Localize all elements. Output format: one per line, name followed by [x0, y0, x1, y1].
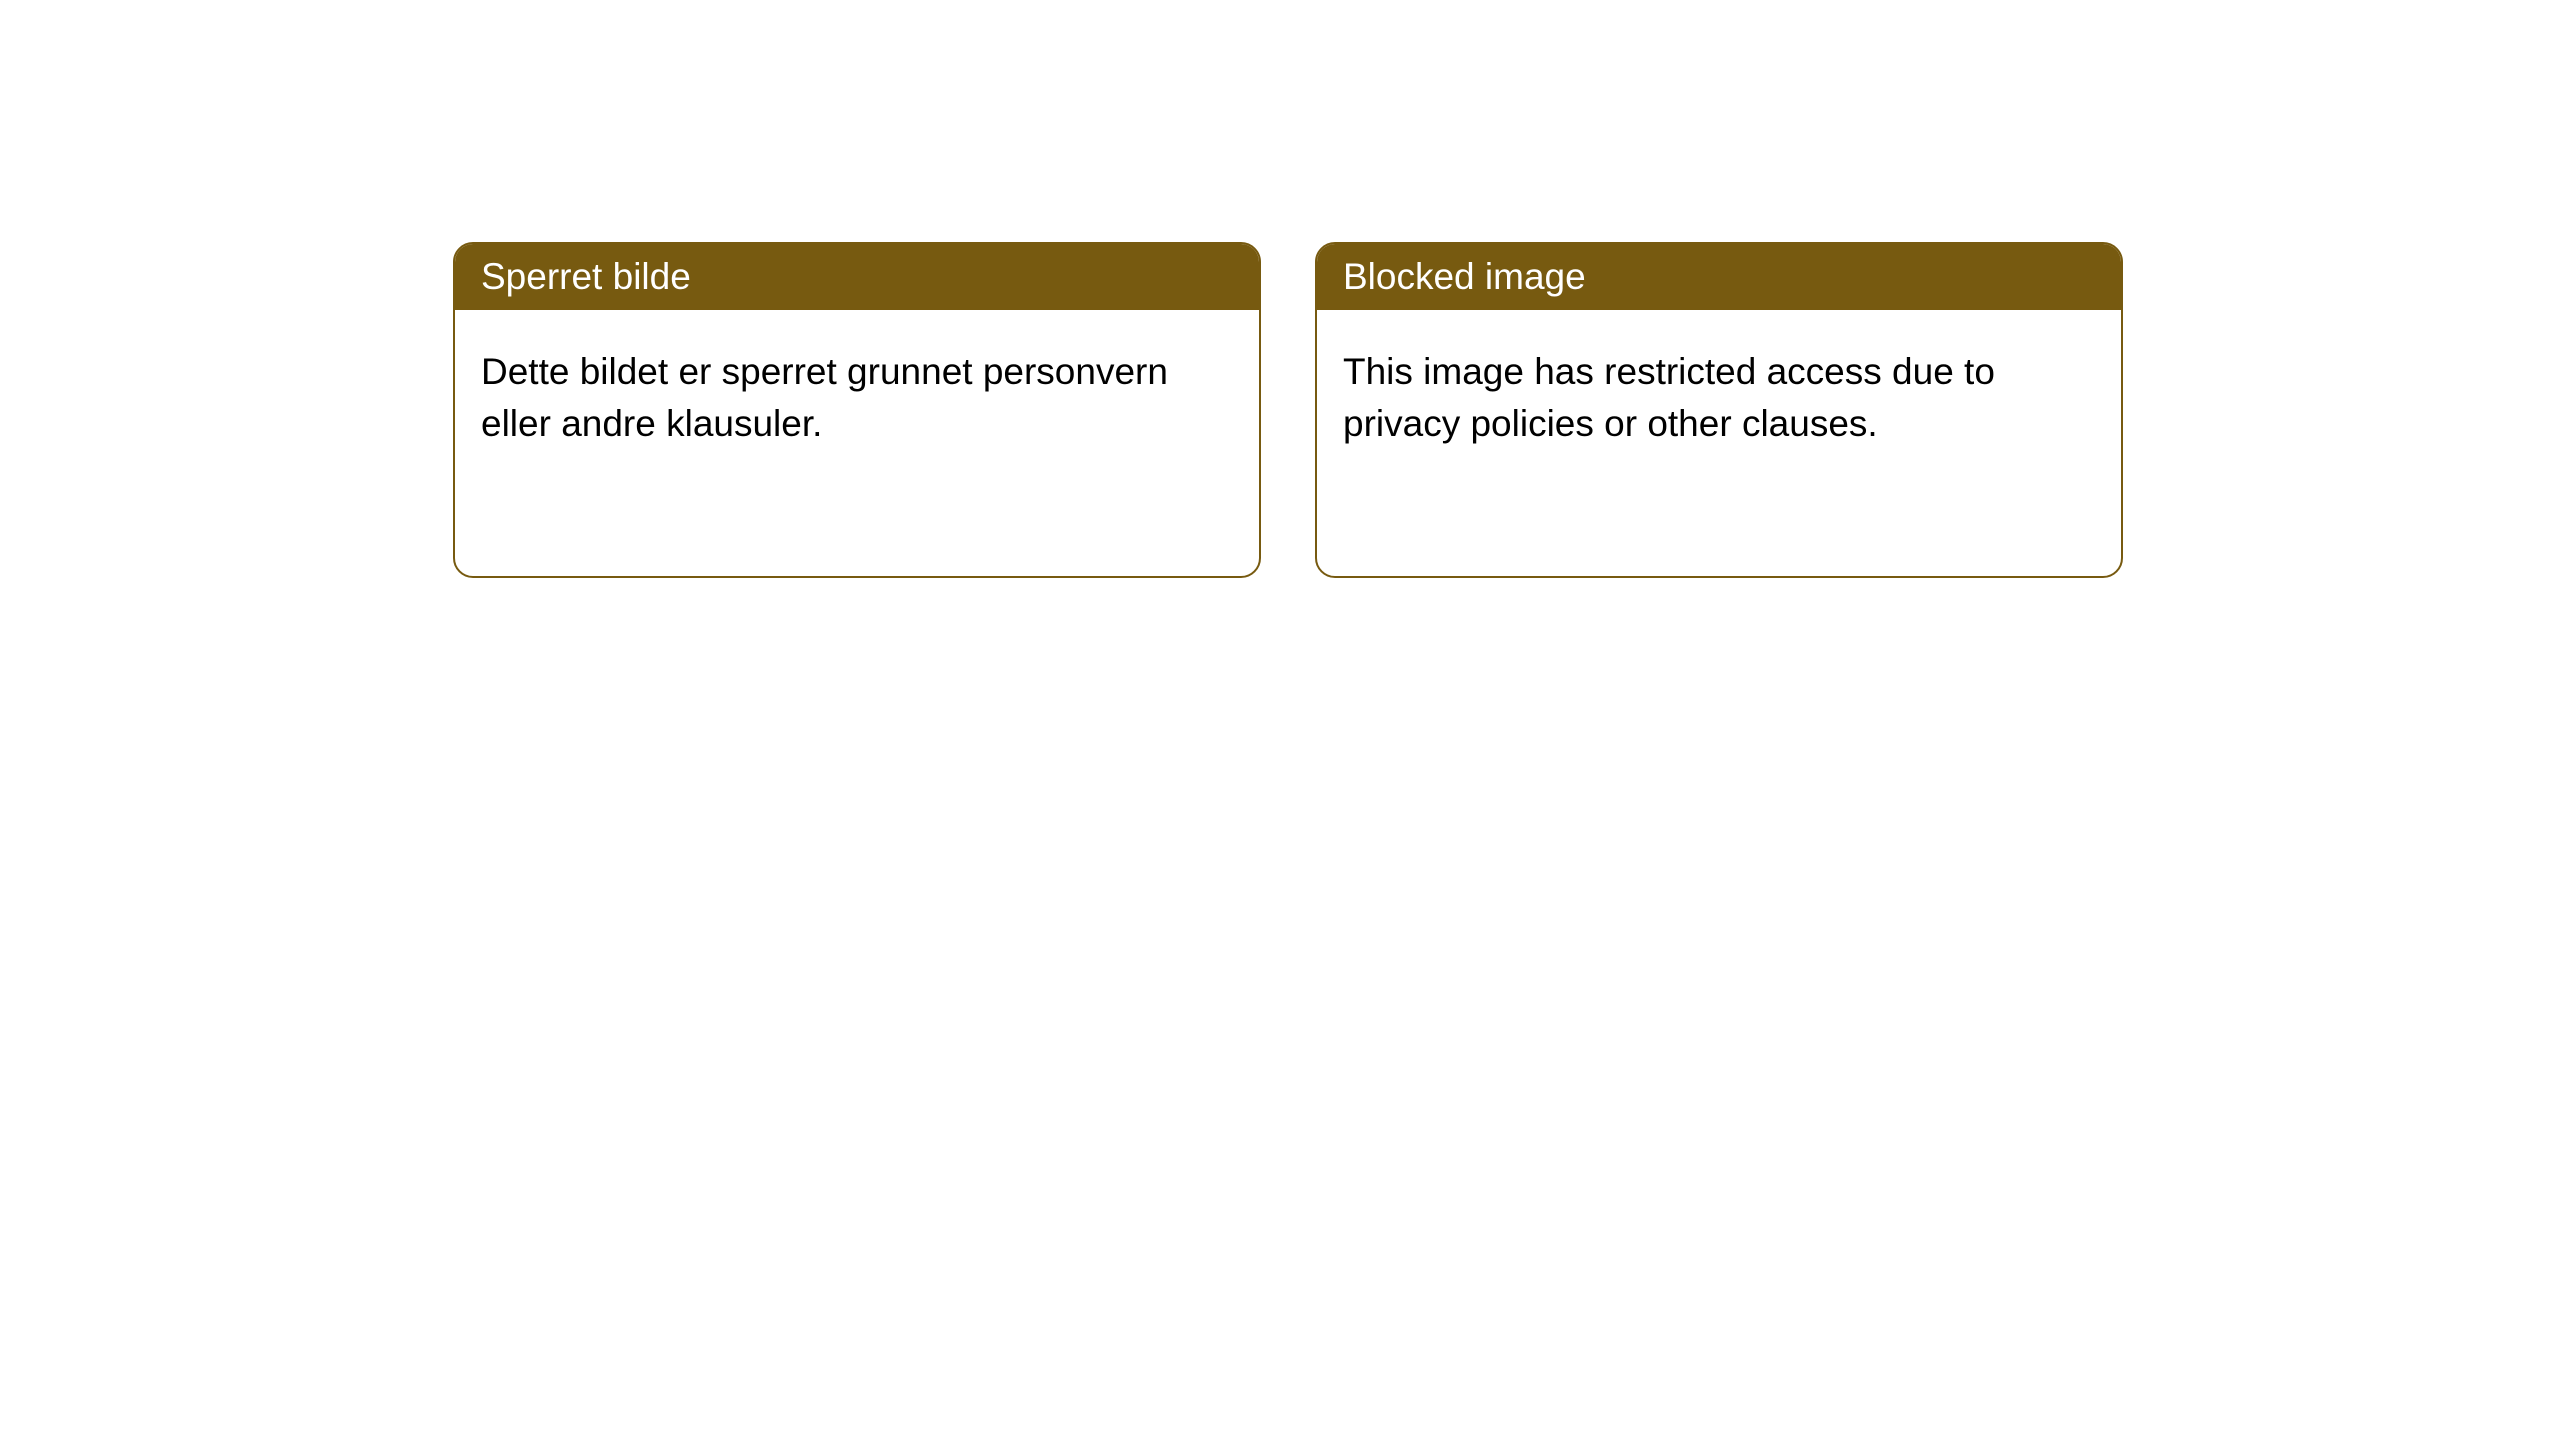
notice-container: Sperret bilde Dette bildet er sperret gr…	[0, 0, 2560, 578]
notice-card-norwegian: Sperret bilde Dette bildet er sperret gr…	[453, 242, 1261, 578]
notice-body: This image has restricted access due to …	[1317, 310, 2121, 486]
notice-body: Dette bildet er sperret grunnet personve…	[455, 310, 1259, 486]
notice-card-english: Blocked image This image has restricted …	[1315, 242, 2123, 578]
notice-header: Blocked image	[1317, 244, 2121, 310]
notice-header: Sperret bilde	[455, 244, 1259, 310]
